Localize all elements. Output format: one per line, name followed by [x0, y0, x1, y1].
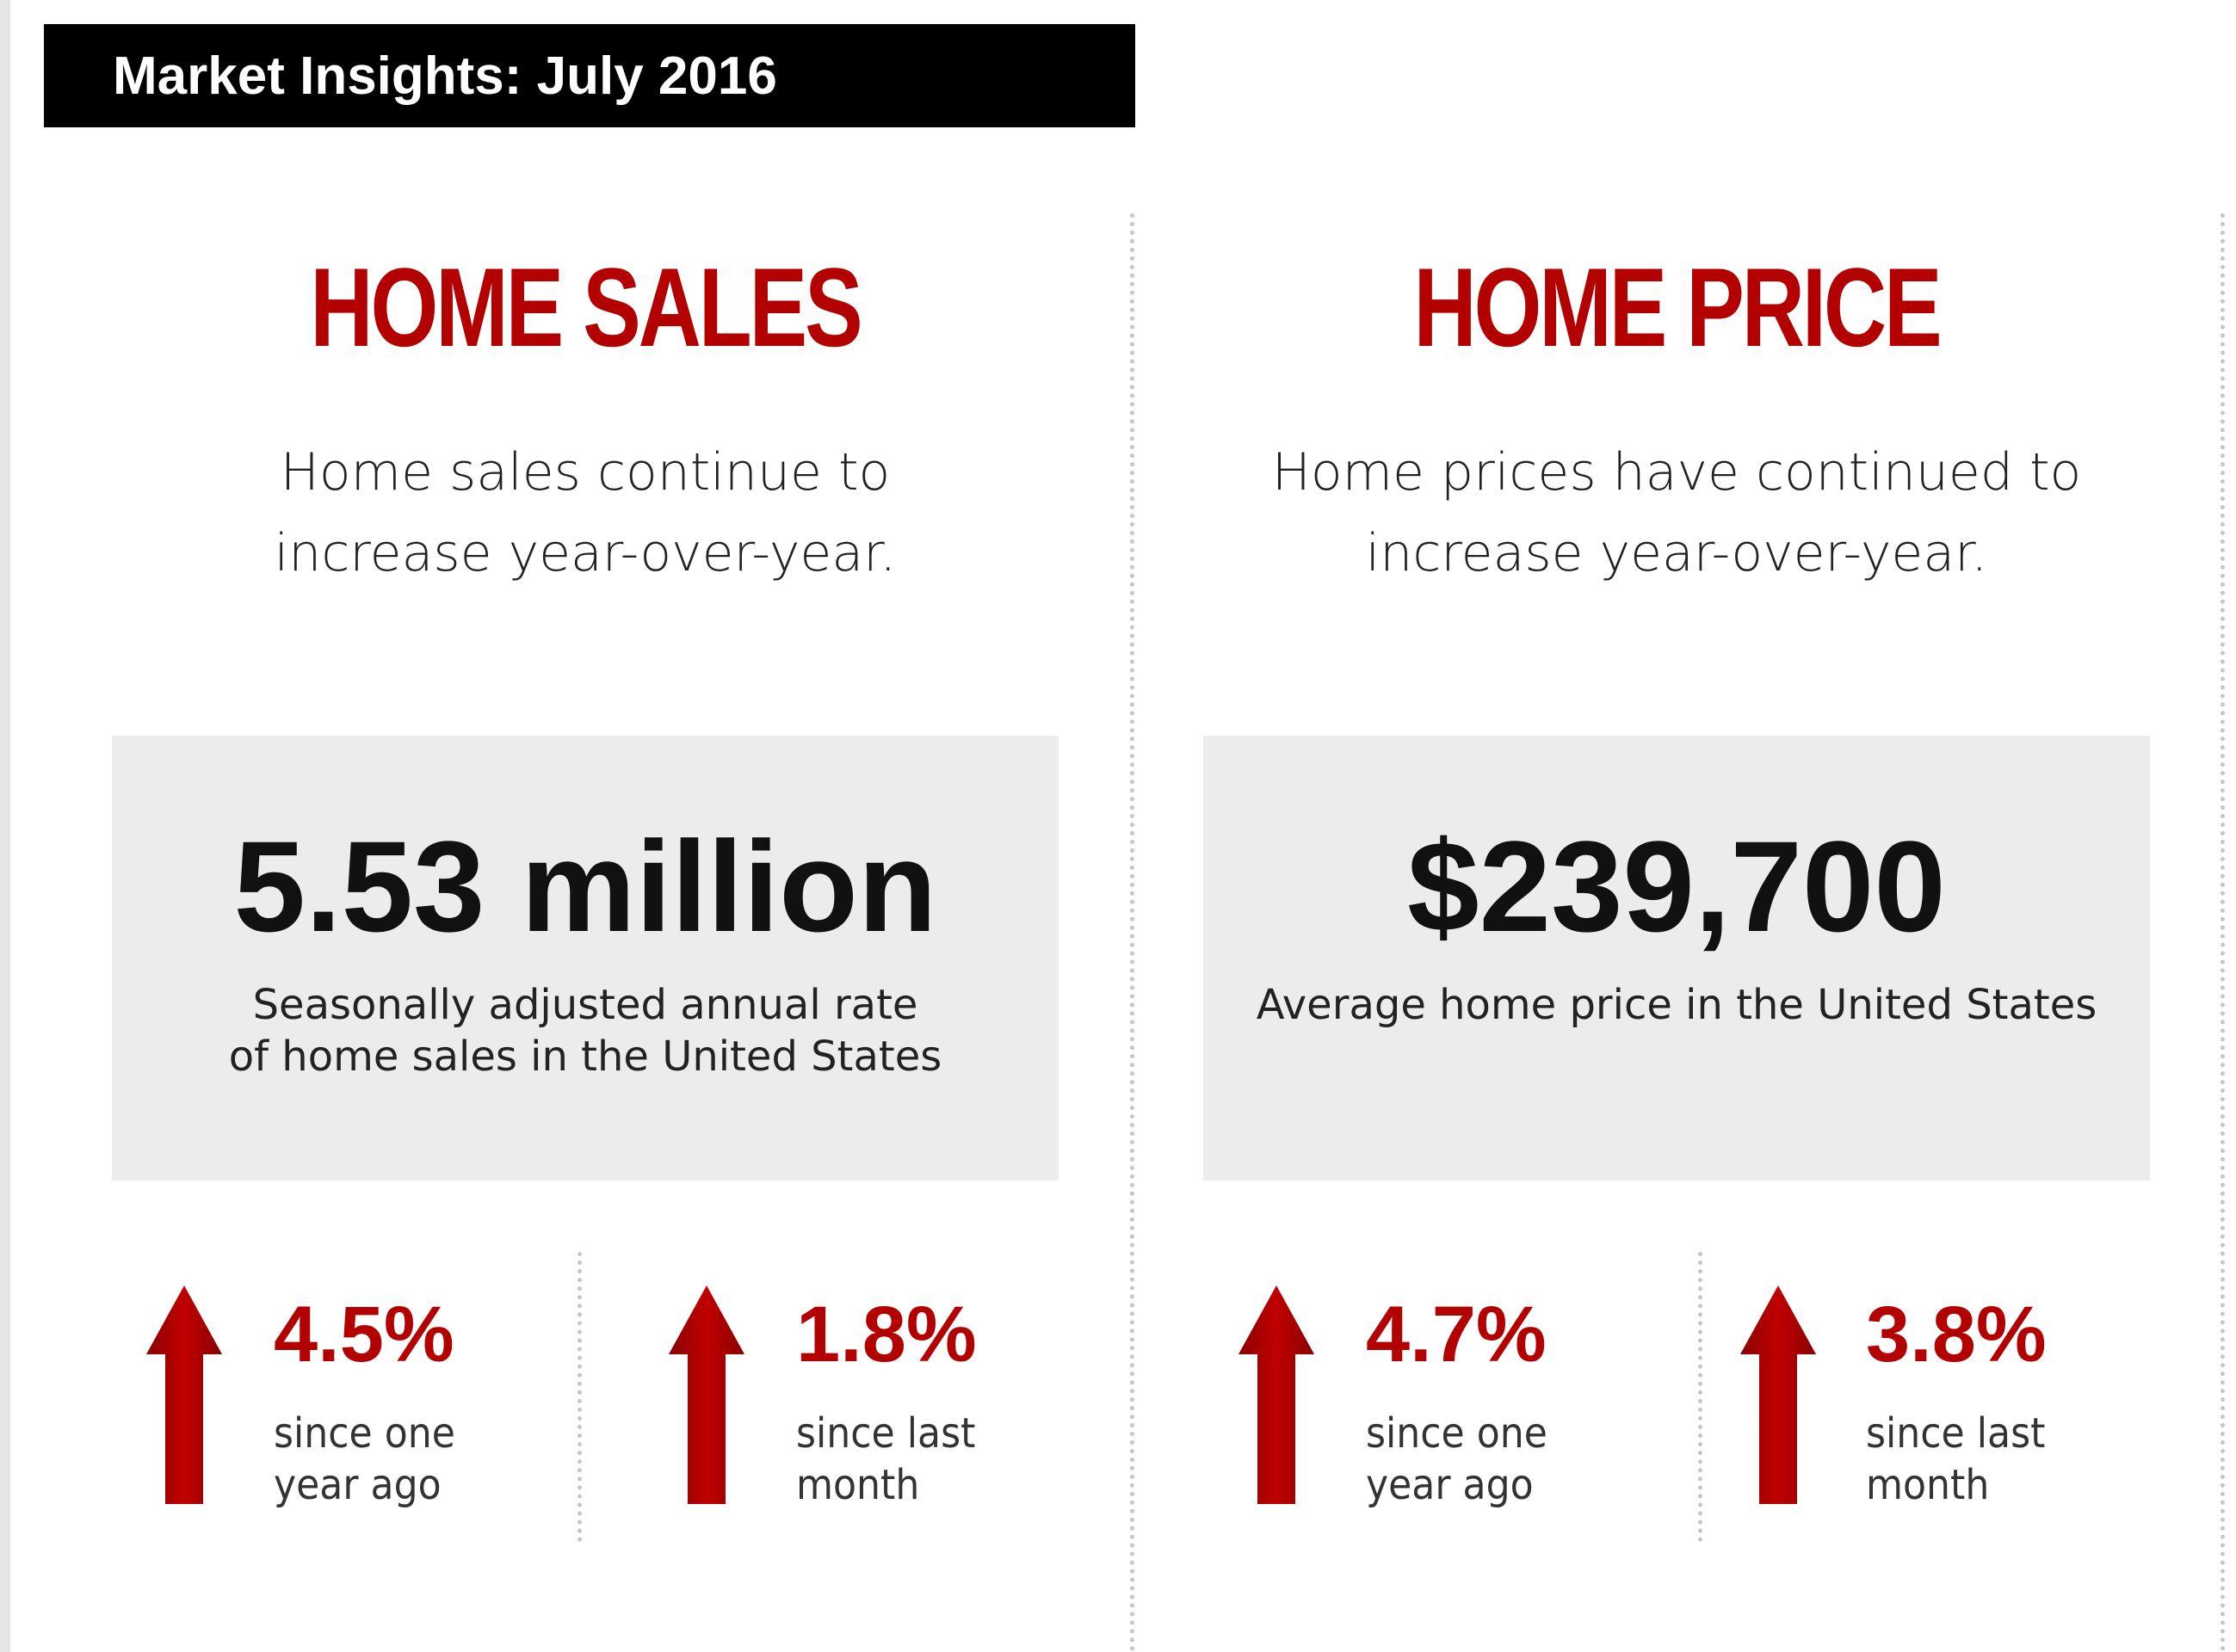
change-percent: 4.7%: [1366, 1291, 1547, 1378]
change-indicator: 4.5% since one year ago: [145, 1282, 575, 1514]
change-percent: 3.8%: [1866, 1291, 2047, 1378]
change-percent: 4.5%: [274, 1291, 454, 1378]
change-label: since last month: [796, 1409, 976, 1509]
stat-caption: Average home price in the United States: [1256, 981, 2097, 1029]
panel-heading: HOME SALES: [310, 244, 862, 370]
panel-description: Home sales continue to increase year-ove…: [274, 442, 897, 583]
change-label: since one year ago: [274, 1409, 455, 1509]
change-indicator: 1.8% since last month: [667, 1282, 1097, 1514]
up-arrow-icon: [1740, 1285, 1816, 1504]
change-label: since last month: [1866, 1409, 2046, 1509]
up-arrow-icon: [669, 1285, 744, 1504]
change-indicator: 4.7% since one year ago: [1237, 1282, 1667, 1514]
stat-value: 5.53 million: [233, 814, 937, 959]
section-divider: [2221, 213, 2225, 1652]
home-price-stat-box: $239,700 Average home price in the Unite…: [1203, 736, 2150, 1180]
stat-caption: Seasonally adjusted annual rate of home …: [228, 981, 942, 1081]
up-arrow-icon: [146, 1285, 222, 1504]
page-title: Market Insights: July 2016: [113, 46, 777, 106]
left-edge-bar: [0, 0, 10, 1652]
stat-divider: [578, 1252, 582, 1542]
stat-value: $239,700: [1407, 814, 1946, 959]
change-indicator: 3.8% since last month: [1739, 1282, 2169, 1514]
panel-description: Home prices have continued to increase y…: [1271, 442, 2082, 583]
up-arrow-icon: [1238, 1285, 1314, 1504]
change-label: since one year ago: [1366, 1409, 1547, 1509]
change-percent: 1.8%: [796, 1291, 977, 1378]
header-banner: Market Insights: July 2016: [44, 24, 1135, 127]
panel-heading: HOME PRICE: [1413, 244, 1942, 370]
section-divider: [1130, 213, 1134, 1652]
home-sales-stat-box: 5.53 million Seasonally adjusted annual …: [112, 736, 1059, 1180]
stat-divider: [1698, 1252, 1702, 1542]
